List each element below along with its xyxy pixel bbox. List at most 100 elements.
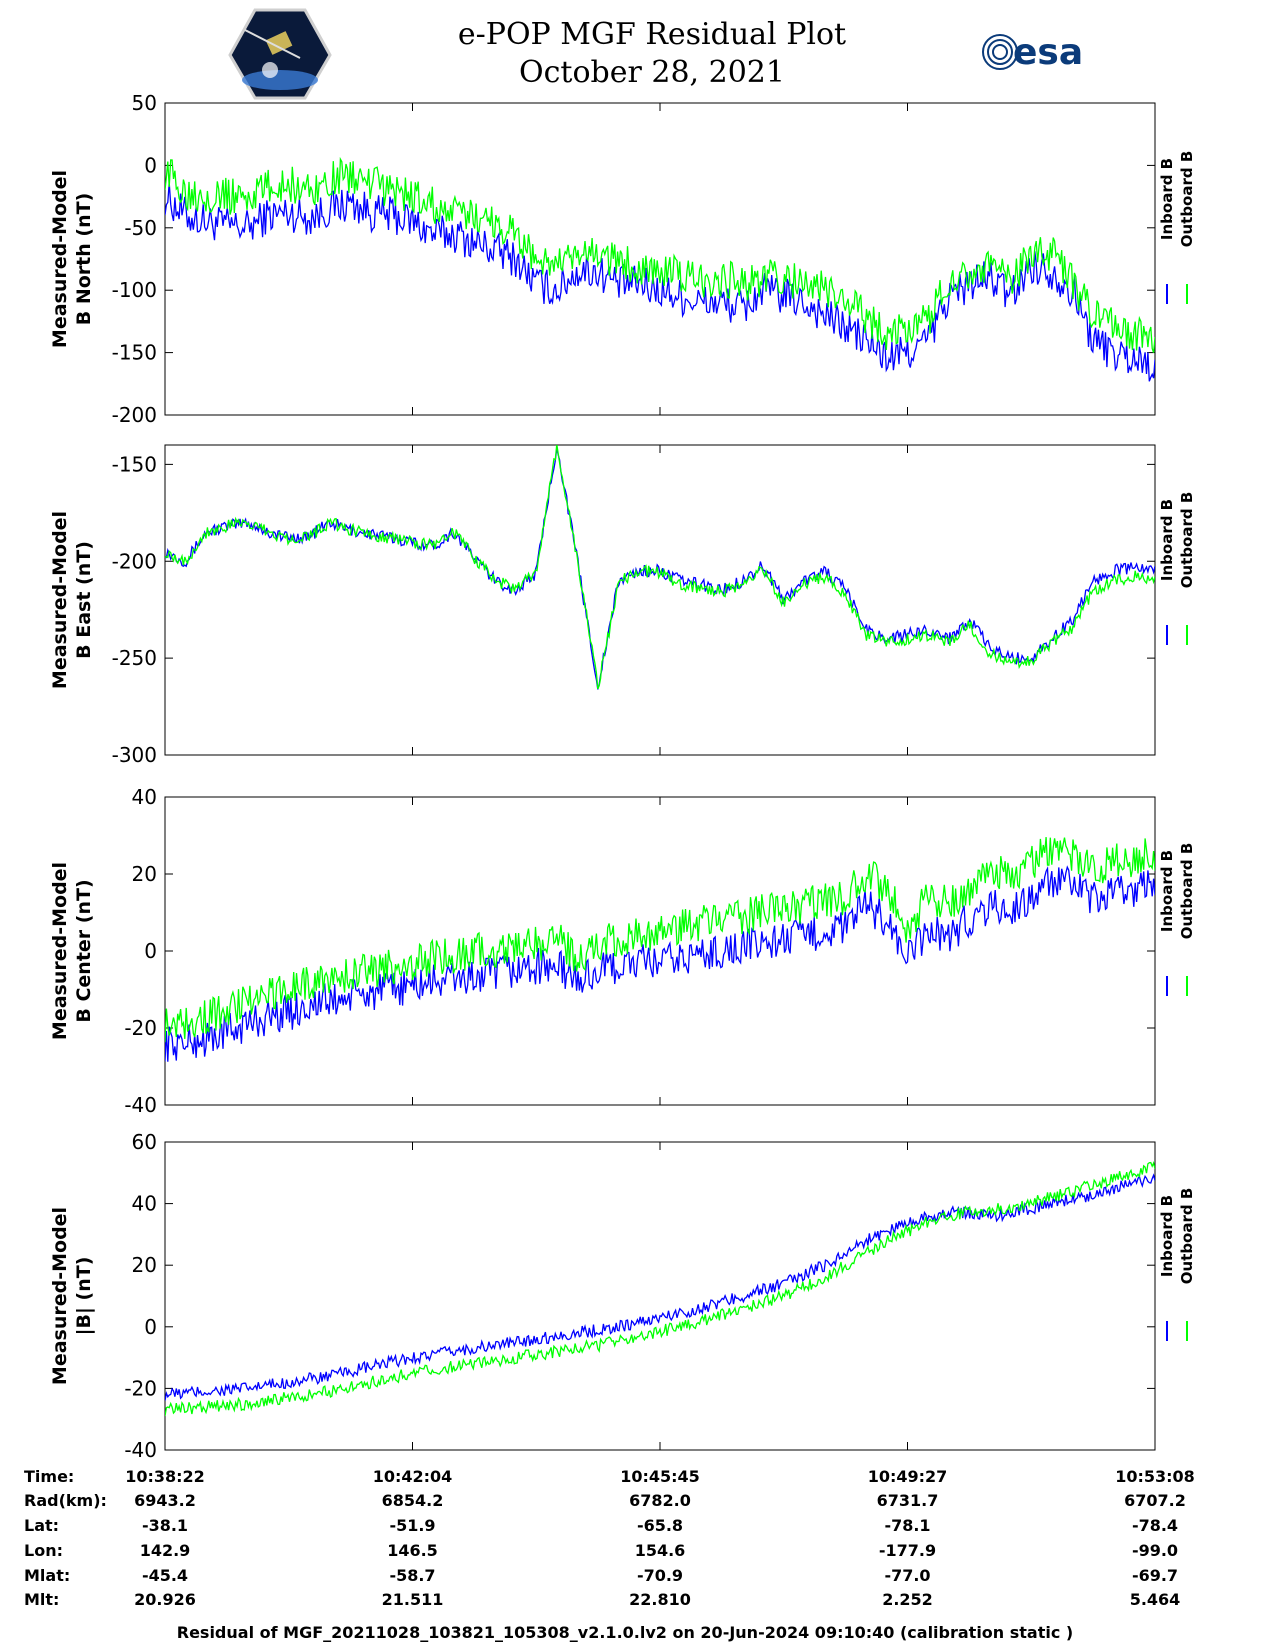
table-cell: 20.926: [134, 1590, 196, 1609]
table-cell: 21.511: [382, 1590, 444, 1609]
table-cell: 2.252: [882, 1590, 933, 1609]
chart-date: October 28, 2021: [519, 55, 785, 90]
panel-4: -40 -20 0 20 40 60 Measured-Model |B| (nT) Inboa…: [49, 1130, 1196, 1462]
series-line-outboard: [165, 445, 1155, 690]
table-cell: -51.9: [389, 1516, 435, 1535]
table-cell: -58.7: [389, 1566, 435, 1585]
table-cell: 22.810: [629, 1590, 691, 1609]
table-cell: -99.0: [1132, 1541, 1178, 1560]
y-tick-label: -200: [112, 549, 157, 573]
y-axis-label-line2: B Center (nT): [73, 879, 95, 1022]
legend-label: Inboard B: [1158, 850, 1176, 932]
y-tick-label: 0: [144, 1315, 157, 1339]
y-tick-label: 50: [132, 91, 157, 115]
legend: Inboard B Outboard B: [1158, 843, 1196, 996]
table-cell: 154.6: [635, 1541, 686, 1560]
series-line-inboard: [165, 1173, 1155, 1401]
y-tick-label: 0: [144, 153, 157, 177]
table-cell: -78.4: [1132, 1516, 1178, 1535]
y-tick-label: -40: [124, 1093, 157, 1117]
series-line-outboard: [165, 837, 1155, 1043]
series-line-outboard: [165, 1160, 1155, 1417]
series-line-outboard: [165, 156, 1155, 353]
table-cell: -38.1: [142, 1516, 188, 1535]
cassiope-logo: [228, 8, 332, 100]
esa-logo-text: esa: [1013, 32, 1083, 73]
y-tick-label: -150: [112, 341, 157, 365]
y-axis-label-line1: Measured-Model: [49, 170, 71, 348]
series-line-inboard: [165, 865, 1155, 1062]
table-cell: 6707.2: [1124, 1491, 1186, 1510]
plot-frame: [164, 796, 1156, 1106]
y-tick-label: -20: [124, 1016, 157, 1040]
y-tick-label: 40: [132, 785, 157, 809]
series-line-inboard: [165, 447, 1155, 690]
table-cell: 6782.0: [629, 1491, 691, 1510]
row-label: Rad(km):: [24, 1491, 107, 1510]
table-cell: 6731.7: [877, 1491, 939, 1510]
panel-2: -300 -250 -200 -150 Measured-Model B East (nT…: [49, 444, 1196, 767]
table-cell: 146.5: [387, 1541, 438, 1560]
y-tick-label: -150: [112, 452, 157, 476]
esa-logo: esa: [982, 32, 1083, 73]
y-tick-label: -300: [112, 743, 157, 767]
y-axis-label-line2: B North (nT): [73, 193, 95, 326]
table-cell: 10:53:08: [1115, 1467, 1195, 1486]
plot-frame: [164, 1141, 1156, 1451]
table-cell: -78.1: [884, 1516, 930, 1535]
row-label: Time:: [24, 1467, 74, 1486]
row-label: Mlt:: [24, 1590, 59, 1609]
legend-label: Inboard B: [1158, 1195, 1176, 1277]
panel-1: -200 -150 -100 -50 0 50 Measured-Model B North …: [49, 91, 1196, 427]
table-cell: -177.9: [879, 1541, 936, 1560]
table-cell: -69.7: [1132, 1566, 1178, 1585]
y-tick-label: 40: [132, 1192, 157, 1216]
table-cell: 5.464: [1130, 1590, 1181, 1609]
y-tick-label: 20: [132, 862, 157, 886]
y-tick-label: -40: [124, 1438, 157, 1462]
legend-label: Outboard B: [1178, 151, 1196, 248]
row-label: Mlat:: [24, 1566, 70, 1585]
table-cell: 142.9: [140, 1541, 191, 1560]
legend-label: Inboard B: [1158, 499, 1176, 581]
table-cell: -45.4: [142, 1566, 188, 1585]
table-cell: 10:38:22: [125, 1467, 205, 1486]
plot-frame: [164, 444, 1156, 756]
table-cell: -65.8: [637, 1516, 683, 1535]
legend-label: Outboard B: [1178, 843, 1196, 940]
legend-label: Outboard B: [1178, 492, 1196, 589]
y-axis-label-line2: |B| (nT): [73, 1257, 95, 1336]
y-axis-label-line2: B East (nT): [73, 541, 95, 659]
legend: Inboard B Outboard B: [1158, 492, 1196, 645]
y-axis-label-line1: Measured-Model: [49, 1207, 71, 1385]
table-cell: -70.9: [637, 1566, 683, 1585]
y-tick-label: -20: [124, 1376, 157, 1400]
y-tick-label: -100: [112, 278, 157, 302]
y-tick-label: 0: [144, 939, 157, 963]
table-cell: 10:45:45: [620, 1467, 700, 1486]
y-tick-label: 60: [132, 1130, 157, 1154]
row-label: Lat:: [24, 1516, 59, 1535]
y-tick-label: -50: [124, 216, 157, 240]
table-cell: 6854.2: [382, 1491, 444, 1510]
table-cell: 10:42:04: [373, 1467, 453, 1486]
table-cell: 6943.2: [134, 1491, 196, 1510]
y-tick-label: 20: [132, 1253, 157, 1277]
table-cell: 10:49:27: [868, 1467, 948, 1486]
legend: Inboard B Outboard B: [1158, 151, 1196, 304]
y-tick-label: -200: [112, 403, 157, 427]
y-tick-label: -250: [112, 646, 157, 670]
orbit-table: Time: Rad(km): Lat: Lon: Mlat: Mlt: 10:38:22 69…: [24, 1467, 1195, 1609]
footer-caption: Residual of MGF_20211028_103821_105308_v…: [177, 1623, 1073, 1642]
panel-3: -40 -20 0 20 40 Measured-Model B Center (nT) In…: [49, 785, 1196, 1117]
series-line-inboard: [165, 182, 1155, 382]
y-axis-label-line1: Measured-Model: [49, 511, 71, 689]
row-label: Lon:: [24, 1541, 63, 1560]
chart-title: e-POP MGF Residual Plot: [458, 17, 846, 52]
legend-label: Inboard B: [1158, 158, 1176, 240]
table-cell: -77.0: [884, 1566, 930, 1585]
legend-label: Outboard B: [1178, 1188, 1196, 1285]
y-axis-label-line1: Measured-Model: [49, 862, 71, 1040]
